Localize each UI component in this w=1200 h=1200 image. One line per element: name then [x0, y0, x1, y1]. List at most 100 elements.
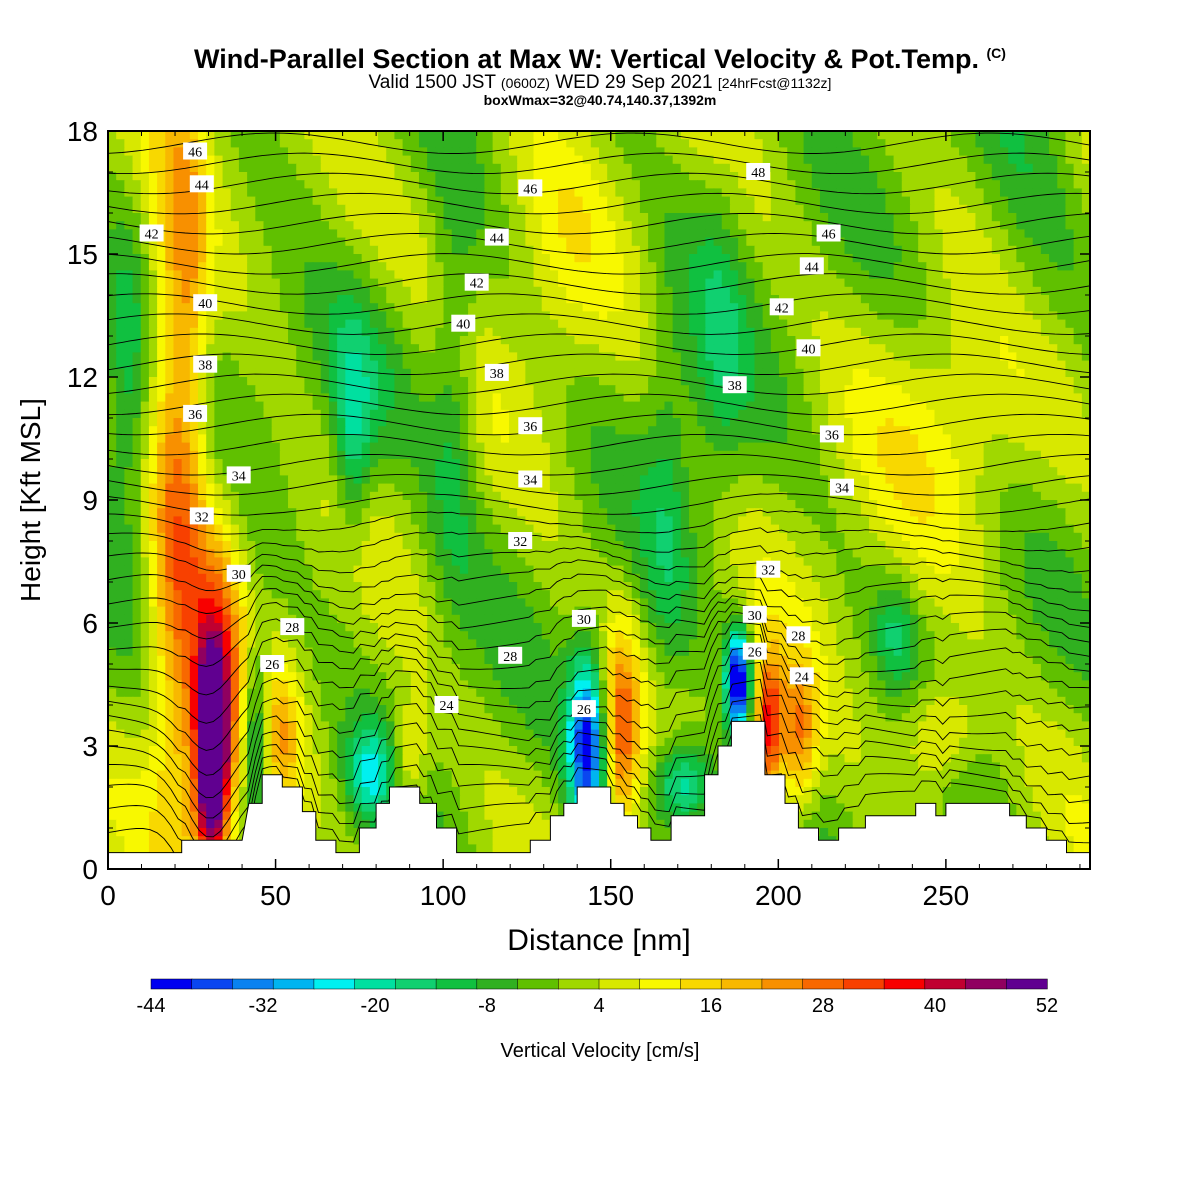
velocity-cell	[664, 450, 674, 460]
velocity-cell	[656, 139, 666, 148]
velocity-cell	[869, 442, 878, 452]
velocity-cell	[869, 180, 878, 189]
velocity-cell	[942, 377, 952, 386]
velocity-cell	[631, 409, 641, 419]
velocity-cell	[746, 344, 756, 353]
velocity-cell	[247, 270, 256, 280]
velocity-cell	[909, 221, 919, 230]
velocity-cell	[459, 254, 469, 263]
velocity-cell	[918, 393, 927, 403]
velocity-cell	[770, 311, 780, 321]
velocity-cell	[304, 229, 314, 239]
velocity-cell	[648, 450, 657, 460]
velocity-cell	[705, 401, 715, 411]
velocity-cell	[541, 385, 551, 394]
velocity-cell	[991, 327, 1001, 337]
velocity-cell	[828, 385, 837, 394]
velocity-cell	[500, 139, 510, 148]
velocity-cell	[517, 409, 526, 419]
velocity-cell	[468, 286, 477, 296]
velocity-cell	[165, 147, 175, 157]
velocity-cell	[983, 221, 993, 230]
velocity-cell	[615, 360, 625, 370]
velocity-cell	[517, 327, 526, 337]
velocity-cell	[435, 459, 445, 468]
velocity-cell	[885, 426, 895, 435]
velocity-cell	[1040, 196, 1050, 206]
velocity-cell	[967, 327, 977, 337]
velocity-cell	[1008, 426, 1017, 435]
velocity-cell	[1016, 213, 1026, 222]
velocity-cell	[893, 459, 903, 468]
velocity-cell	[525, 254, 535, 263]
velocity-cell	[443, 295, 453, 304]
velocity-cell	[770, 377, 780, 386]
velocity-cell	[697, 295, 706, 304]
velocity-cell	[975, 393, 985, 403]
velocity-cell	[909, 295, 919, 304]
velocity-cell	[869, 418, 878, 427]
velocity-cell	[337, 188, 346, 198]
velocity-cell	[959, 163, 968, 173]
velocity-cell	[1073, 180, 1083, 189]
velocity-cell	[533, 303, 543, 312]
velocity-cell	[787, 278, 796, 288]
velocity-cell	[214, 245, 224, 255]
velocity-cell	[860, 401, 870, 411]
velocity-cell	[476, 286, 486, 296]
velocity-cell	[844, 426, 854, 435]
velocity-cell	[623, 139, 633, 148]
velocity-cell	[697, 286, 706, 296]
velocity-cell	[1057, 434, 1067, 444]
velocity-cell	[959, 147, 968, 157]
velocity-cell	[926, 352, 936, 362]
velocity-cell	[1032, 221, 1042, 230]
velocity-cell	[623, 393, 633, 403]
velocity-cell	[255, 418, 265, 427]
velocity-cell	[394, 270, 404, 280]
velocity-cell	[697, 385, 706, 394]
velocity-cell	[787, 360, 796, 370]
velocity-cell	[1008, 229, 1017, 239]
velocity-cell	[1024, 221, 1034, 230]
velocity-cell	[999, 418, 1009, 427]
velocity-cell	[378, 303, 387, 312]
velocity-cell	[279, 393, 289, 403]
velocity-cell	[574, 139, 584, 148]
velocity-cell	[795, 311, 805, 321]
velocity-cell	[1016, 319, 1026, 329]
velocity-cell	[877, 426, 887, 435]
velocity-cell	[116, 344, 125, 353]
velocity-cell	[909, 377, 919, 386]
velocity-cell	[885, 221, 895, 230]
velocity-cell	[705, 393, 715, 403]
velocity-cell	[337, 450, 346, 460]
velocity-cell	[566, 426, 576, 435]
velocity-cell	[615, 418, 625, 427]
velocity-cell	[271, 327, 281, 337]
velocity-cell	[754, 327, 764, 337]
velocity-cell	[451, 188, 461, 198]
velocity-cell	[1008, 295, 1017, 304]
velocity-cell	[1081, 311, 1090, 321]
velocity-cell	[108, 467, 117, 476]
velocity-cell	[934, 245, 944, 255]
velocity-cell	[885, 319, 895, 329]
velocity-cell	[328, 278, 338, 288]
velocity-cell	[574, 450, 584, 460]
velocity-cell	[901, 311, 911, 321]
velocity-cell	[116, 426, 125, 435]
velocity-cell	[672, 418, 682, 427]
velocity-cell	[108, 344, 117, 353]
velocity-cell	[1049, 180, 1058, 189]
velocity-cell	[328, 172, 338, 181]
velocity-cell	[779, 139, 788, 148]
velocity-cell	[361, 131, 371, 140]
velocity-cell	[132, 450, 142, 460]
velocity-cell	[296, 393, 305, 403]
velocity-cell	[999, 204, 1009, 214]
velocity-cell	[443, 467, 453, 476]
velocity-cell	[435, 336, 445, 345]
velocity-cell	[427, 311, 436, 321]
velocity-cell	[713, 180, 723, 189]
